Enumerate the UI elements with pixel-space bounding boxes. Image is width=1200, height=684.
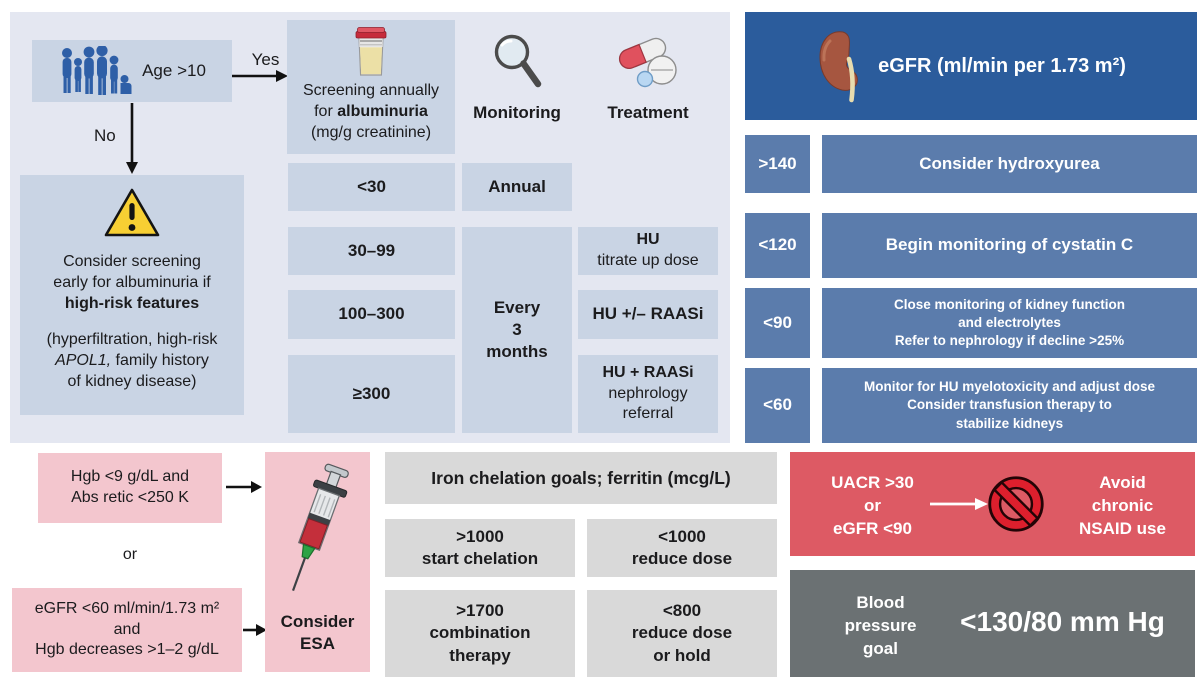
esa-action-label: Consider ESA — [280, 612, 355, 654]
urine-sample-icon — [350, 26, 392, 76]
age-label: Age >10 — [142, 60, 206, 80]
esa-action-box: Consider ESA — [265, 452, 370, 672]
nsaid-arrow — [930, 496, 988, 512]
esa-arrow-2 — [243, 622, 267, 638]
treatment-box-hu: HU titrate up dose — [578, 227, 718, 275]
egfr-title: eGFR (ml/min per 1.73 m²) — [878, 54, 1126, 77]
iron-chelation-header: Iron chelation goals; ferritin (mcg/L) — [385, 452, 777, 504]
egfr-header: eGFR (ml/min per 1.73 m²) — [745, 12, 1197, 120]
monitoring-annual-box: Annual — [462, 163, 572, 211]
no-arrow — [124, 103, 140, 175]
egfr-action-box: Consider hydroxyurea — [822, 135, 1197, 193]
nsaid-action: Avoid chronic NSAID use — [1079, 473, 1166, 538]
pills-icon — [608, 32, 686, 92]
warning-text-2: (hyperfiltration, high-risk APOL1, famil… — [46, 331, 218, 390]
esa-condition-2: eGFR <60 ml/min/1.73 m² and Hgb decrease… — [12, 588, 242, 672]
egfr-action-box: Close monitoring of kidney function and … — [822, 288, 1197, 358]
screening-line2: for albuminuria — [314, 102, 428, 120]
albuminuria-value-box: 100–300 — [288, 290, 455, 339]
iron-cell: >1000 start chelation — [385, 519, 575, 577]
albuminuria-value-box: 30–99 — [288, 227, 455, 275]
albuminuria-value-box: <30 — [288, 163, 455, 211]
egfr-value-box: <60 — [745, 368, 810, 443]
family-icon — [58, 46, 132, 96]
monitoring-header: Monitoring — [473, 103, 561, 122]
age-box: Age >10 — [32, 40, 232, 102]
blood-pressure-box: Blood pressure goal <130/80 mm Hg — [790, 570, 1195, 677]
nsaid-box: UACR >30 or eGFR <90 Avoid chronic NSAID… — [790, 452, 1195, 556]
treatment-box-hu-plus-raasi: HU + RAASi nephrology referral — [578, 355, 718, 433]
nsaid-condition: UACR >30 or eGFR <90 — [831, 473, 914, 538]
kidney-icon — [816, 29, 868, 103]
treatment-header: Treatment — [607, 103, 689, 122]
egfr-action-box: Begin monitoring of cystatin C — [822, 213, 1197, 278]
screening-line3: (mg/g creatinine) — [310, 123, 432, 141]
egfr-value-box: >140 — [745, 135, 810, 193]
warning-box: Consider screening early for albuminuria… — [20, 175, 244, 415]
warning-text-1: Consider screening early for albuminuria… — [53, 253, 211, 312]
esa-condition-1: Hgb <9 g/dL and Abs retic <250 K — [38, 453, 222, 523]
screening-box: Screening annually for albuminuria (mg/g… — [287, 20, 455, 154]
egfr-value-box: <120 — [745, 213, 810, 278]
esa-or-label: or — [122, 546, 138, 563]
magnifier-icon — [488, 30, 546, 94]
esa-arrow-1 — [226, 479, 262, 495]
screening-panel: Age >10 Yes No Screening annually for al… — [10, 12, 730, 443]
warning-triangle-icon — [103, 187, 161, 239]
screening-line1: Screening annually — [302, 82, 440, 99]
bp-goal-label: Blood pressure goal — [844, 593, 917, 658]
iron-cell: <800 reduce dose or hold — [587, 590, 777, 677]
syringe-icon — [275, 462, 361, 602]
yes-label: Yes — [251, 50, 280, 69]
egfr-value-box: <90 — [745, 288, 810, 358]
no-entry-icon — [986, 474, 1046, 534]
monitoring-every3-box: Every 3 months — [462, 227, 572, 433]
egfr-action-box: Monitor for HU myelotoxicity and adjust … — [822, 368, 1197, 443]
iron-cell: <1000 reduce dose — [587, 519, 777, 577]
bp-goal-value: <130/80 mm Hg — [960, 606, 1165, 637]
yes-arrow — [232, 68, 288, 84]
iron-cell: >1700 combination therapy — [385, 590, 575, 677]
treatment-box-hu-raasi: HU +/– RAASi — [578, 290, 718, 339]
albuminuria-value-box: ≥300 — [288, 355, 455, 433]
no-label: No — [94, 126, 116, 145]
